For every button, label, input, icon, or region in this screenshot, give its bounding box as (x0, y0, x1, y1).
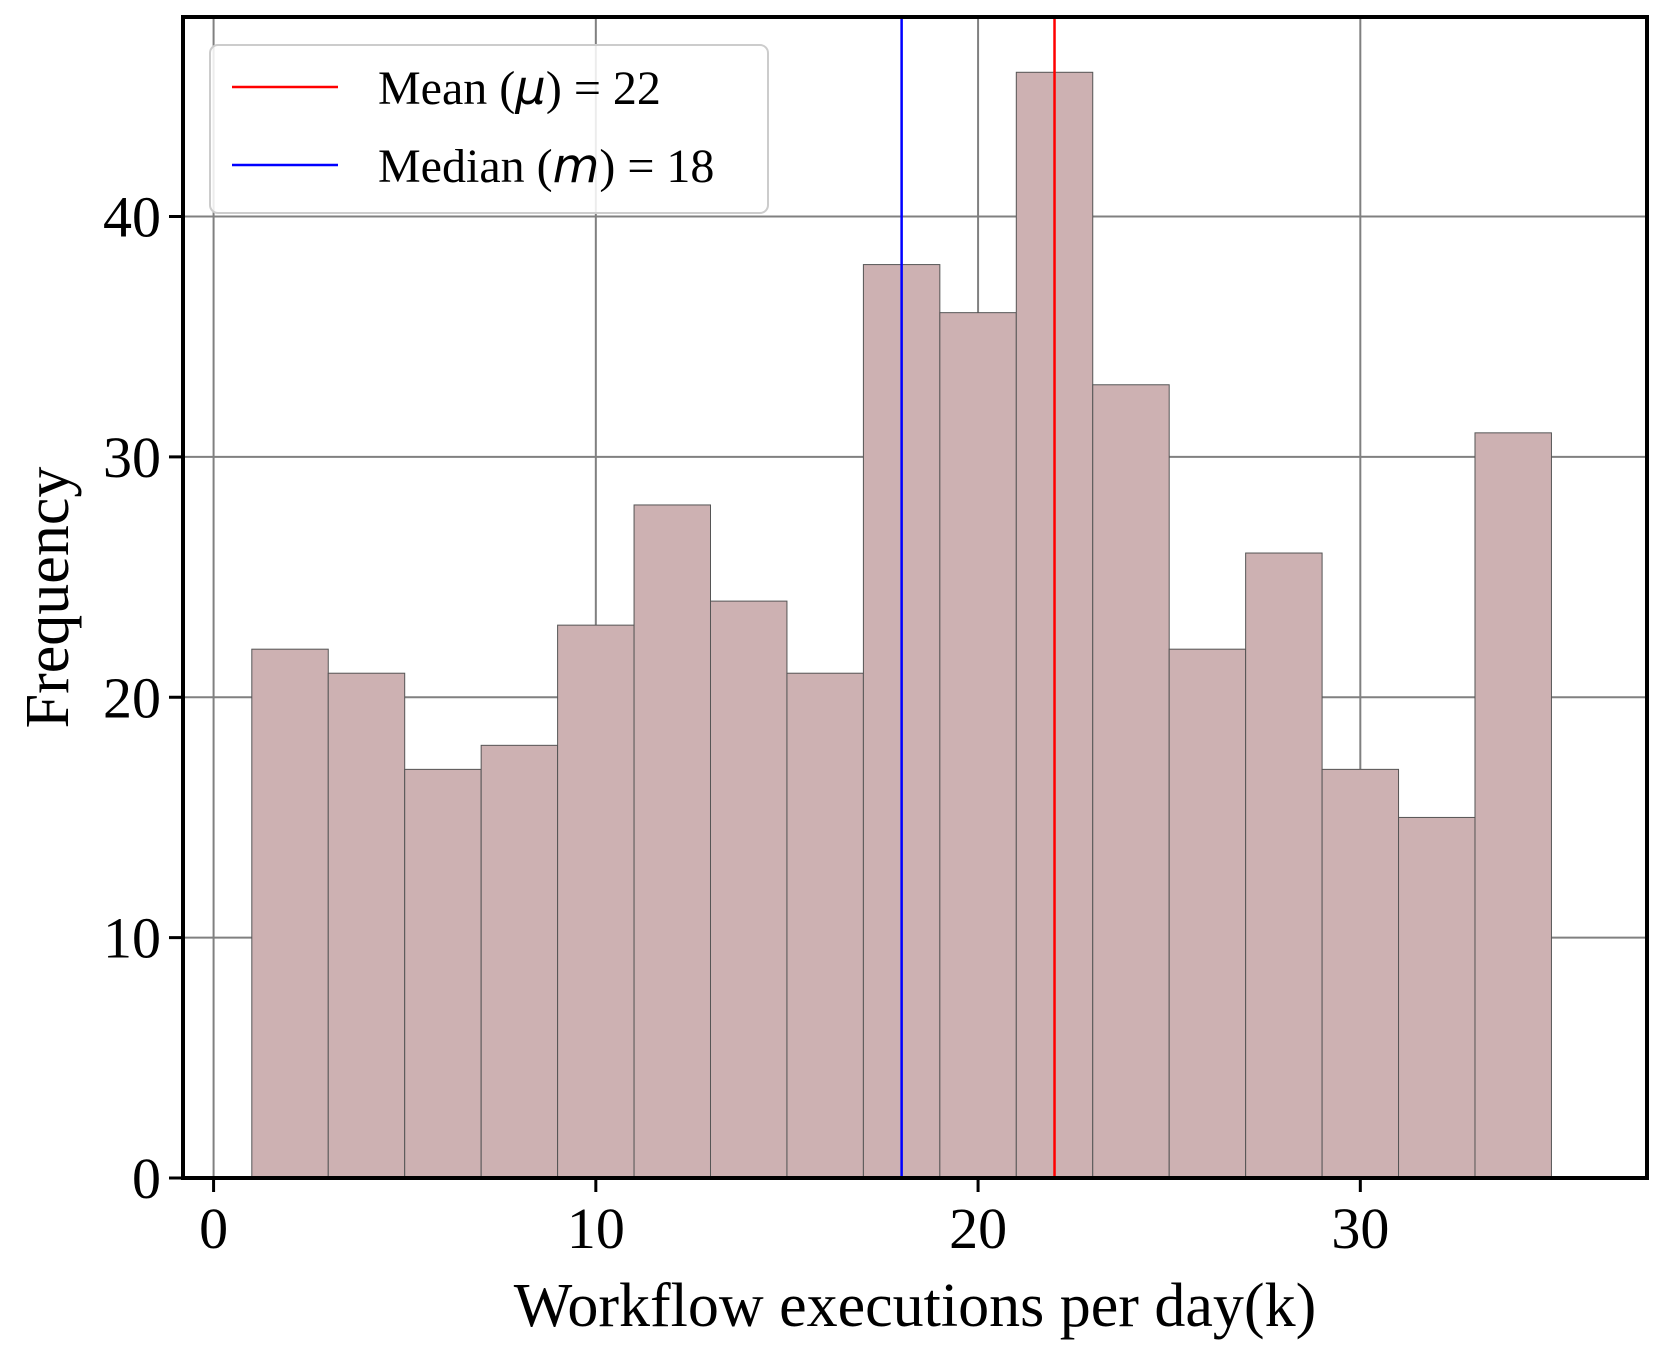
x-axis-label: Workflow executions per day(k) (514, 1272, 1316, 1340)
histogram-bar (1398, 816, 1476, 1179)
histogram-bar (1092, 384, 1170, 1179)
y-tick-label: 0 (132, 1146, 161, 1211)
histogram-bar (404, 768, 482, 1179)
legend-label-prefix: Mean ( (378, 62, 515, 115)
ticks-layer: 0 10 20 30 0 10 20 30 40 (103, 185, 1389, 1261)
histogram-bar (480, 744, 559, 1179)
histogram-bar (939, 312, 1017, 1179)
histogram-bar (557, 624, 635, 1179)
histogram-bar (1321, 768, 1400, 1179)
x-tick-label: 30 (1331, 1196, 1389, 1261)
legend-label: Median (m) = 18 (378, 138, 714, 194)
histogram-bar (1474, 432, 1552, 1179)
histogram-bar (1168, 648, 1247, 1179)
histogram-bar (327, 672, 406, 1179)
histogram-bar (786, 672, 864, 1179)
y-tick-label: 20 (103, 665, 161, 730)
histogram-bar (251, 648, 329, 1179)
legend-label-symbol: m (553, 138, 600, 194)
x-tick-label: 20 (949, 1196, 1007, 1261)
reference-lines-layer (900, 17, 1056, 1178)
y-tick-label: 10 (103, 906, 161, 971)
histogram-bar (1245, 552, 1323, 1179)
legend-label-suffix: ) = 22 (546, 62, 661, 115)
histogram-bar (709, 600, 788, 1179)
plot-frame (181, 15, 1649, 1180)
legend: Mean (μ) = 22 Median (m) = 18 (209, 44, 769, 214)
legend-label-symbol: μ (514, 60, 546, 116)
x-tick-label: 0 (199, 1196, 228, 1261)
legend-label: Mean (μ) = 22 (378, 60, 661, 116)
legend-label-suffix: ) = 18 (599, 140, 714, 193)
legend-label-prefix: Median ( (378, 140, 553, 193)
y-axis-label: Frequency (14, 467, 82, 729)
legend-box (209, 44, 769, 214)
legend-items: Mean (μ) = 22 Median (m) = 18 (232, 60, 714, 194)
y-tick-label: 30 (103, 425, 161, 490)
x-tick-label: 10 (567, 1196, 625, 1261)
y-tick-label: 40 (103, 185, 161, 250)
histogram-bar (633, 504, 711, 1179)
